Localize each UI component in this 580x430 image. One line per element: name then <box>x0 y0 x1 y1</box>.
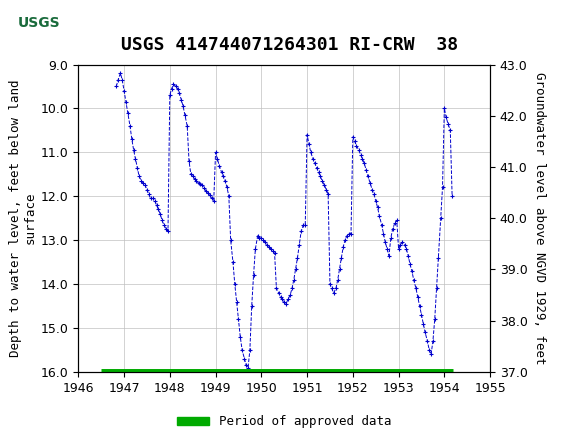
Y-axis label: Depth to water level, feet below land
surface: Depth to water level, feet below land su… <box>9 80 37 357</box>
Y-axis label: Groundwater level above NGVD 1929, feet: Groundwater level above NGVD 1929, feet <box>533 72 546 365</box>
FancyBboxPatch shape <box>3 3 78 42</box>
Text: USGS 414744071264301 RI-CRW  38: USGS 414744071264301 RI-CRW 38 <box>121 36 459 54</box>
Text: USGS: USGS <box>18 15 61 30</box>
Legend: Period of approved data: Period of approved data <box>172 410 396 430</box>
